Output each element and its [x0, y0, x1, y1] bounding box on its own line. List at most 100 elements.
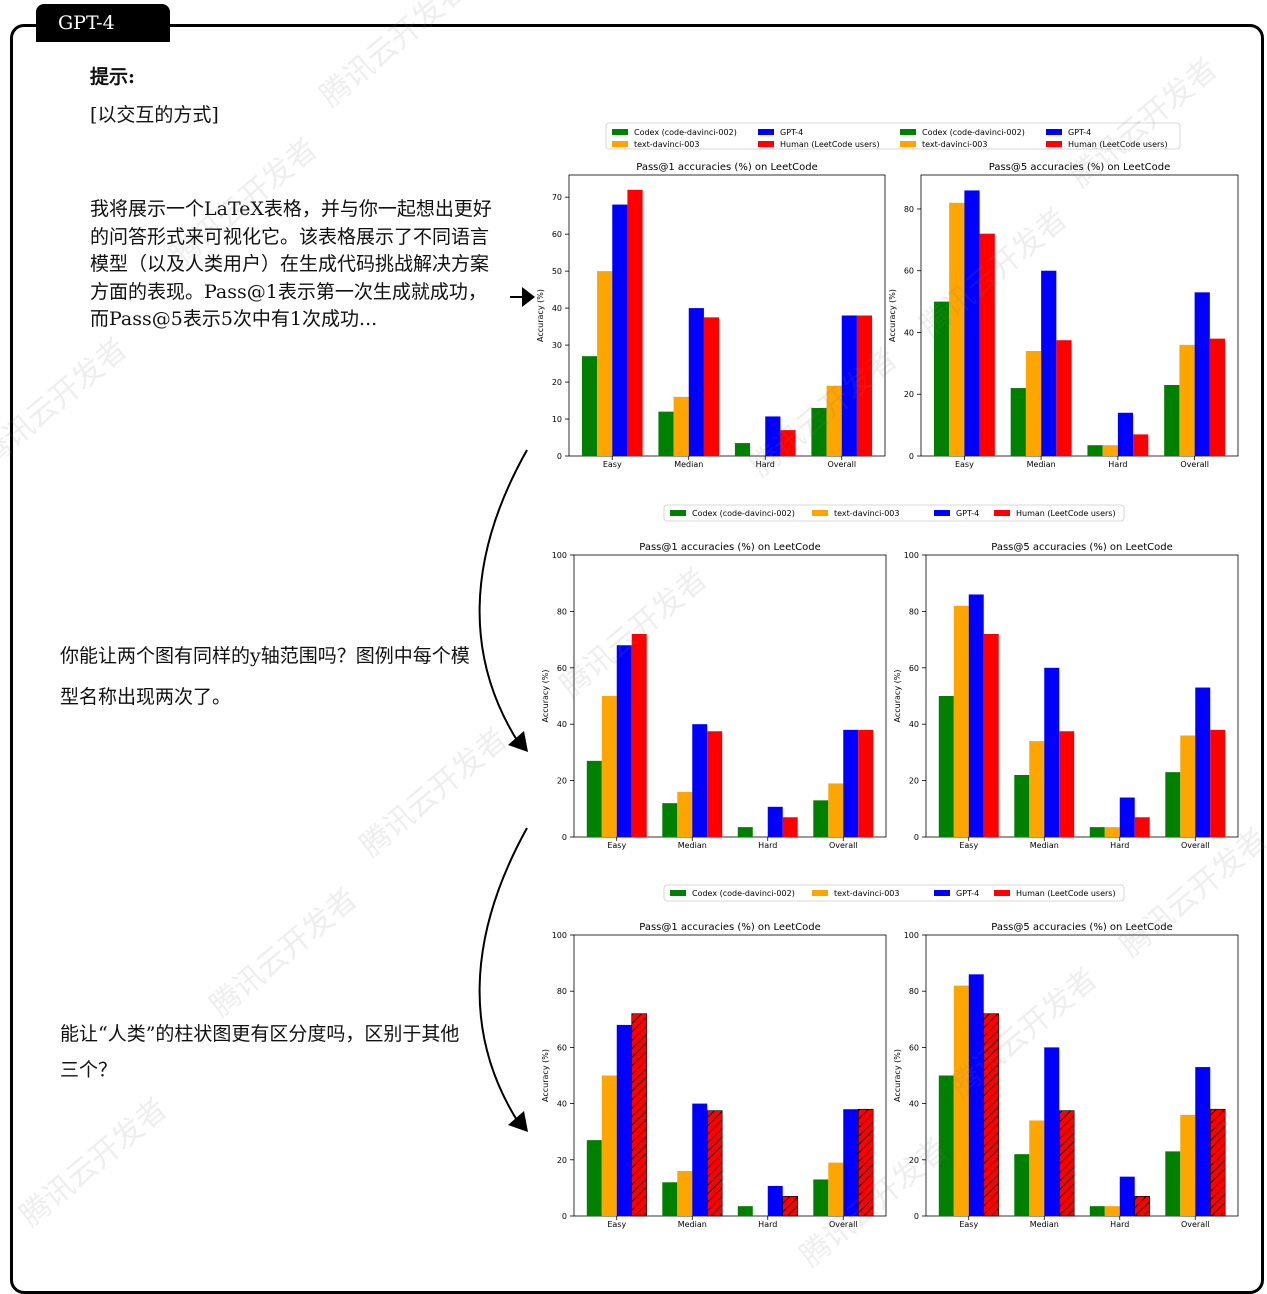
- plot-frame: [920, 174, 1239, 457]
- x-tick-label: Easy: [607, 841, 626, 850]
- y-tick-label: 20: [557, 1156, 567, 1165]
- bar: [1059, 731, 1075, 837]
- x-tick-label: Easy: [959, 1220, 978, 1229]
- legend-swatch: [900, 141, 916, 147]
- x-tick-label: Easy: [607, 1220, 626, 1229]
- x-tick-label: Easy: [603, 460, 622, 469]
- bar: [616, 645, 632, 837]
- chart-title: Pass@5 accuracies (%) on LeetCode: [991, 542, 1173, 553]
- legend-label: Codex (code-davinci-002): [692, 509, 795, 518]
- prompt-mode: [以交互的方式]: [90, 104, 219, 126]
- bar: [1165, 1151, 1181, 1216]
- chart-title: Pass@5 accuracies (%) on LeetCode: [991, 922, 1173, 933]
- bar: [1089, 827, 1105, 837]
- y-tick-label: 100: [552, 931, 567, 940]
- bar: [692, 724, 708, 837]
- x-tick-label: Hard: [1110, 1220, 1129, 1229]
- y-tick-label: 60: [909, 664, 919, 673]
- y-tick-label: 40: [904, 328, 914, 337]
- panel-v2-pass1: Pass@1 accuracies (%) on LeetCode Accurac…: [541, 542, 887, 850]
- bar: [1210, 729, 1226, 837]
- plot-frame: [573, 554, 887, 838]
- x-tick-label: Median: [678, 841, 707, 850]
- bar: [938, 1075, 954, 1216]
- bar: [737, 827, 753, 837]
- bar: [813, 1179, 829, 1216]
- arrow-right-icon: [510, 287, 535, 307]
- bar: [1087, 445, 1103, 456]
- y-tick-label: 100: [904, 931, 919, 940]
- legend-swatch: [758, 141, 774, 147]
- y-tick-label: 80: [904, 205, 914, 214]
- curved-arrow-2: [478, 827, 528, 1132]
- y-tick-label: 80: [909, 987, 919, 996]
- bar: [612, 204, 628, 456]
- bar: [1029, 1120, 1045, 1216]
- legend-label: GPT-4: [1068, 128, 1091, 137]
- x-tick-label: Median: [674, 460, 703, 469]
- plot-frame: [573, 934, 887, 1217]
- y-tick-label: 0: [909, 452, 914, 461]
- bar: [1133, 434, 1149, 456]
- legend-label: GPT-4: [956, 889, 979, 898]
- y-tick-label: 20: [557, 777, 567, 786]
- bar: [1117, 412, 1134, 456]
- bar: [1180, 735, 1196, 837]
- x-tick-label: Overall: [829, 1220, 858, 1229]
- bar: [703, 317, 720, 456]
- x-tick-label: Overall: [827, 460, 856, 469]
- bar: [1164, 384, 1180, 456]
- bar: [782, 1196, 799, 1217]
- x-tick-label: Hard: [758, 1220, 777, 1229]
- bar: [1119, 797, 1135, 837]
- panel-v1-pass1: Pass@1 accuracies (%) on LeetCode Accurac…: [536, 162, 886, 469]
- plot-frame: [925, 554, 1239, 838]
- bar: [597, 271, 613, 456]
- y-tick-label: 0: [557, 452, 562, 461]
- bar: [828, 1162, 844, 1216]
- y-tick-label: 60: [909, 1043, 919, 1052]
- bar: [1056, 340, 1072, 456]
- bar: [843, 729, 859, 837]
- bar: [1180, 1114, 1196, 1216]
- bar: [581, 356, 598, 456]
- bar: [1165, 772, 1181, 837]
- y-tick-label: 20: [909, 1156, 919, 1165]
- y-tick-label: 0: [914, 1212, 919, 1221]
- bar: [677, 791, 693, 837]
- legend-label: Human (LeetCode users): [1068, 140, 1168, 149]
- bar: [979, 233, 995, 456]
- y-tick-label: 60: [557, 664, 567, 673]
- bar: [953, 605, 969, 837]
- y-tick-label: 0: [914, 833, 919, 842]
- bar: [1014, 774, 1030, 837]
- bar: [968, 974, 984, 1216]
- x-tick-label: Overall: [1180, 460, 1209, 469]
- y-tick-label: 60: [557, 1043, 567, 1052]
- legend-swatch: [758, 129, 774, 135]
- bar: [765, 416, 781, 456]
- bar: [1209, 338, 1226, 456]
- bar: [1089, 1206, 1105, 1216]
- bar: [826, 385, 842, 456]
- bar: [601, 1075, 617, 1216]
- bar: [1010, 388, 1026, 456]
- legend-swatch: [994, 510, 1010, 516]
- bar: [662, 1182, 678, 1216]
- legend-swatch: [934, 510, 950, 516]
- x-tick-label: Hard: [756, 460, 775, 469]
- y-tick-label: 40: [557, 720, 567, 729]
- bar: [737, 1206, 753, 1216]
- legend-label: GPT-4: [956, 509, 979, 518]
- bar: [767, 806, 783, 837]
- bar: [857, 1108, 874, 1217]
- x-tick-label: Hard: [1110, 841, 1129, 850]
- y-tick-label: 40: [552, 304, 562, 313]
- legend-swatch: [612, 141, 628, 147]
- y-tick-label: 0: [562, 833, 567, 842]
- bar: [616, 1024, 632, 1216]
- x-tick-label: Median: [1030, 841, 1059, 850]
- y-tick-label: 20: [904, 390, 914, 399]
